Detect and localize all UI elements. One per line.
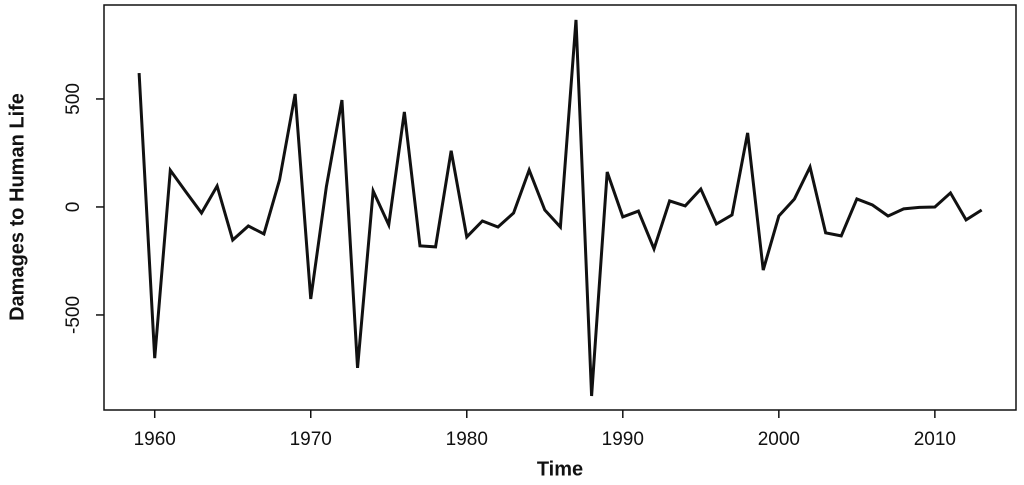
y-tick-label: 500	[63, 83, 84, 115]
x-tick-label: 1980	[446, 429, 488, 450]
y-axis-title: Damages to Human Life	[6, 93, 28, 321]
x-tick-label: 2000	[758, 429, 800, 450]
x-tick-label: 1990	[602, 429, 644, 450]
y-tick-label: -500	[63, 296, 84, 334]
x-tick-label: 2010	[914, 429, 956, 450]
x-tick-label: 1960	[134, 429, 176, 450]
data-line	[137, 19, 983, 397]
plot-frame	[103, 4, 1017, 411]
y-tick-label: 0	[63, 202, 84, 213]
x-axis-title: Time	[537, 458, 583, 480]
x-tick-label: 1970	[290, 429, 332, 450]
